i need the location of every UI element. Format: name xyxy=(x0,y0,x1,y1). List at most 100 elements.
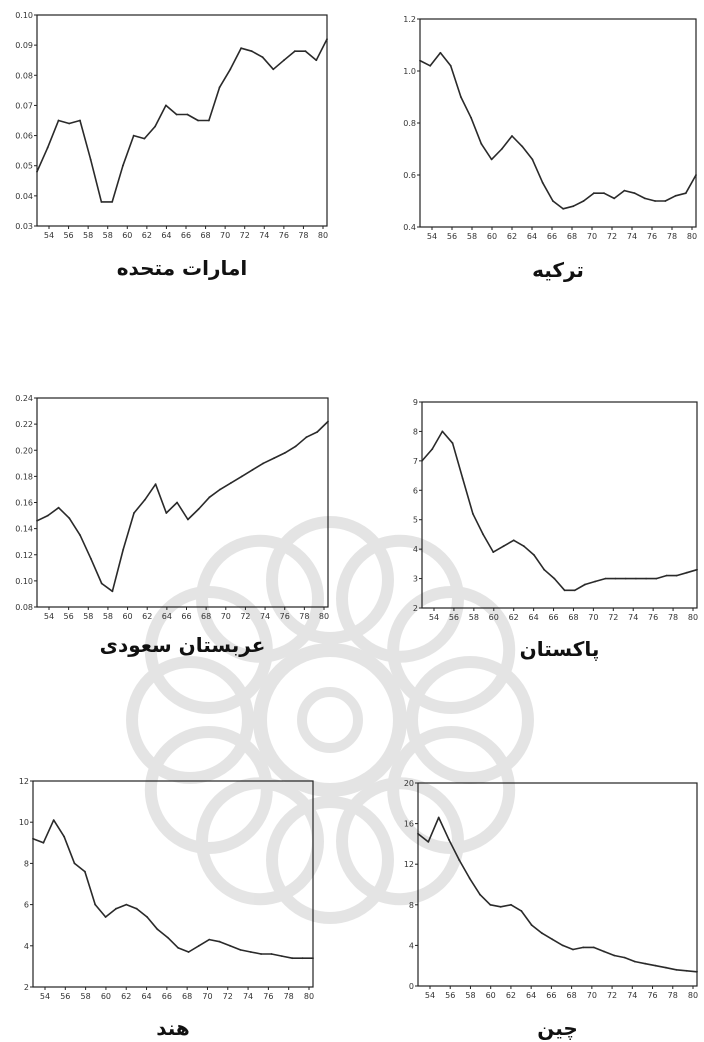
x-tick-label: 76 xyxy=(647,232,657,241)
data-point xyxy=(218,940,221,943)
plot-frame xyxy=(32,780,314,988)
data-point xyxy=(603,950,605,953)
data-point xyxy=(520,910,523,912)
y-tick-label: 0.08 xyxy=(15,71,33,80)
data-point xyxy=(582,200,585,202)
data-point xyxy=(143,137,146,140)
plot-frame xyxy=(36,14,328,227)
data-point xyxy=(32,837,34,840)
data-point xyxy=(125,903,128,906)
data-point xyxy=(654,964,657,967)
y-tick-label: 0.20 xyxy=(15,446,33,455)
y-tick-label: 0.14 xyxy=(15,525,33,534)
x-tick-label: 64 xyxy=(162,612,172,621)
x-tick-label: 80 xyxy=(688,991,698,1000)
x-tick-label: 78 xyxy=(667,232,677,241)
data-point xyxy=(186,113,189,116)
y-tick-label: 1.2 xyxy=(403,15,416,24)
data-point xyxy=(624,577,627,580)
data-point xyxy=(316,431,319,433)
series-line-0 xyxy=(36,38,328,203)
y-tick-label: 6 xyxy=(24,901,29,910)
data-point xyxy=(603,192,605,195)
x-tick-label: 54 xyxy=(44,231,54,240)
data-point xyxy=(208,119,210,122)
x-tick-label: 60 xyxy=(486,991,496,1000)
series-line-0 xyxy=(419,51,697,210)
data-point xyxy=(695,174,697,176)
x-tick-label: 74 xyxy=(628,613,638,622)
data-point xyxy=(644,962,647,965)
x-tick-label: 56 xyxy=(447,232,457,241)
data-point xyxy=(521,145,524,148)
chart-title: امارات متحده xyxy=(117,256,248,280)
x-tick-label: 76 xyxy=(263,992,273,1001)
x-tick-label: 80 xyxy=(688,613,698,622)
data-point xyxy=(143,499,146,501)
x-tick-label: 70 xyxy=(220,231,230,240)
data-point xyxy=(644,197,646,200)
data-point xyxy=(165,104,167,107)
y-tick-label: 0.08 xyxy=(15,603,33,612)
x-tick-label: 62 xyxy=(142,612,152,621)
y-tick-label: 8 xyxy=(409,901,414,910)
data-point xyxy=(68,517,71,520)
data-point xyxy=(94,903,97,906)
data-point xyxy=(283,59,285,62)
y-tick-label: 0.04 xyxy=(15,192,33,201)
plot-frame xyxy=(419,18,697,228)
x-tick-label: 74 xyxy=(260,612,270,621)
chart-panel-0: 0.03 0.04 0.05 0.06 0.07 0.08 0.09 0.10 54 56 58 58… xyxy=(15,11,328,280)
x-tick-label: 66 xyxy=(181,612,191,621)
data-point xyxy=(250,50,253,53)
data-point xyxy=(284,452,286,454)
data-point xyxy=(63,835,65,838)
x-tick-label: 54 xyxy=(44,612,54,621)
y-tick-label: 4 xyxy=(413,545,418,554)
x-tick-label: 60 xyxy=(122,612,132,621)
data-point xyxy=(623,956,626,959)
x-tick-label: 62 xyxy=(121,992,131,1001)
data-point xyxy=(304,50,307,53)
data-point xyxy=(293,50,296,53)
data-point xyxy=(154,483,157,486)
data-point xyxy=(251,468,254,471)
data-point xyxy=(104,916,107,918)
data-point xyxy=(684,192,687,195)
data-point xyxy=(261,56,264,59)
data-point xyxy=(543,568,546,571)
x-tick-label: 64 xyxy=(527,232,537,241)
x-tick-label: 64 xyxy=(529,613,539,622)
x-tick-label: 78 xyxy=(668,613,678,622)
data-point xyxy=(301,957,304,960)
y-tick-label: 0.05 xyxy=(15,162,33,171)
y-tick-label: 0.16 xyxy=(15,499,33,508)
x-tick-label: 60 xyxy=(487,232,497,241)
data-point xyxy=(685,969,688,972)
x-tick-label: 58 xyxy=(83,612,93,621)
x-tick-label: 54 xyxy=(425,991,435,1000)
data-point xyxy=(197,508,200,510)
x-tick-label: 56 xyxy=(60,992,70,1001)
data-point xyxy=(111,201,114,203)
data-point xyxy=(133,512,135,514)
x-tick-label: 56 xyxy=(449,613,459,622)
data-point xyxy=(479,893,481,896)
data-point xyxy=(441,430,444,433)
x-tick-label: 68 xyxy=(567,232,577,241)
data-point xyxy=(562,207,564,210)
x-tick-label: 68 xyxy=(182,992,192,1001)
data-point xyxy=(46,514,49,517)
plot-frame xyxy=(417,782,698,987)
data-point xyxy=(448,838,450,841)
data-point xyxy=(294,445,297,448)
x-tick-label: 60 xyxy=(489,613,499,622)
data-point xyxy=(417,832,419,835)
series-line-0 xyxy=(36,420,329,593)
x-tick-label: 70 xyxy=(587,232,597,241)
data-point xyxy=(561,944,564,947)
data-point xyxy=(584,583,586,586)
data-point xyxy=(634,960,636,963)
data-point xyxy=(489,903,492,906)
